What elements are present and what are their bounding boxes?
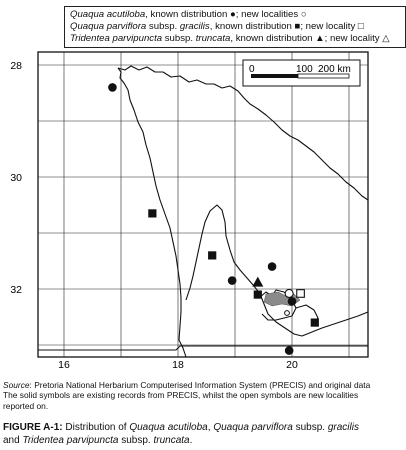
figure-title-s4: Tridentea parvipuncta	[22, 434, 119, 446]
legend-subsp-2: gracilis	[179, 21, 210, 33]
lat-label-30: 30	[10, 172, 22, 184]
figure-title-t6: .	[189, 434, 193, 446]
lon-label-18: 18	[172, 359, 184, 371]
scale-bar-black	[251, 74, 298, 78]
figure-title-s2: Quaqua parviflora	[213, 422, 293, 433]
locality-circle-open-7	[284, 288, 294, 299]
locality-symbols	[108, 83, 319, 355]
figure-source-caption: Source: Pretoria National Herbarium Comp…	[3, 380, 405, 411]
locality-square-6	[253, 290, 262, 299]
lat-label-28: 28	[10, 60, 22, 72]
town-marker	[284, 310, 290, 316]
figure-title-s1: Quaqua acutiloba	[129, 422, 208, 433]
scale-bar: 0 100 200 km	[242, 59, 361, 87]
legend-species-1: Quaqua acutiloba	[70, 9, 146, 20]
figure-title: FIGURE A-1: Distribution of Quaqua acuti…	[3, 422, 405, 447]
legend-row-quaqua-parviflora: Quaqua parviflora subsp. gracilis, known…	[70, 21, 405, 33]
orange-river-boundary	[117, 65, 369, 201]
locality-circle-3	[227, 276, 237, 285]
caption-source-label: Source	[3, 380, 30, 390]
lon-labels: 16 18 20	[58, 359, 298, 371]
western-cape-boundary	[185, 204, 369, 337]
legend-row-quaqua-acutiloba: Quaqua acutiloba, known distribution ●; …	[70, 9, 405, 21]
locality-triangle-5	[252, 276, 264, 287]
locality-square-open-8	[296, 289, 305, 298]
lon-label-20: 20	[286, 359, 298, 371]
figure-label: FIGURE A-1:	[3, 422, 63, 433]
locality-circle-11	[284, 346, 294, 355]
figure-title-t4: and	[3, 434, 23, 446]
locality-circle-0	[108, 83, 117, 92]
map-frame	[37, 51, 369, 358]
lat-labels: 28 30 32	[10, 60, 22, 296]
scale-label-100: 100	[296, 64, 313, 75]
figure-title-t3: subsp.	[292, 422, 328, 433]
caption-line-2: The solid symbols are existing records f…	[3, 390, 359, 401]
scale-label-200: 200 km	[318, 64, 351, 75]
map-legend: Quaqua acutiloba, known distribution ●; …	[64, 6, 406, 48]
legend-mid-2: subsp.	[146, 21, 180, 33]
caption-source-line: Source: Pretoria National Herbarium Comp…	[3, 380, 405, 390]
legend-row-tridentea: Tridentea parvipuncta subsp. truncata, k…	[70, 33, 405, 45]
legend-text-1: , known distribution ●; new localities ○	[145, 9, 307, 20]
figure-title-s5: truncata	[153, 434, 190, 446]
figure-title-s3: gracilis	[327, 422, 359, 433]
scale-label-0: 0	[249, 64, 255, 75]
lon-label-16: 16	[58, 359, 70, 371]
locality-square-10	[310, 318, 319, 327]
scale-bar-white	[297, 73, 350, 79]
scale-box	[242, 59, 361, 87]
locality-circle-4	[267, 262, 277, 271]
legend-species-2: Quaqua parviflora	[70, 21, 147, 33]
legend-subsp-3: truncata	[195, 33, 231, 45]
caption-source-text: : Pretoria National Herbarium Computeris…	[29, 380, 371, 390]
locality-square-1	[148, 209, 157, 218]
legend-species-3: Tridentea parvipuncta	[70, 33, 163, 45]
legend-mid-3: subsp.	[162, 33, 196, 45]
legend-text-2: , known distribution ■; new locality □	[209, 21, 364, 33]
lat-label-32: 32	[10, 284, 22, 296]
figure-title-t2: ,	[207, 422, 214, 433]
legend-text-3: , known distribution ▲; new locality △	[230, 33, 390, 45]
coastline	[117, 67, 187, 358]
locality-square-2	[208, 251, 217, 260]
boundaries	[38, 65, 369, 358]
southern-edge	[38, 345, 368, 351]
figure-title-t5: subsp.	[118, 434, 154, 446]
figure-title-t1: Distribution of	[62, 422, 130, 433]
caption-line-3: reported on.	[3, 400, 49, 411]
locality-circle-9	[287, 297, 297, 306]
